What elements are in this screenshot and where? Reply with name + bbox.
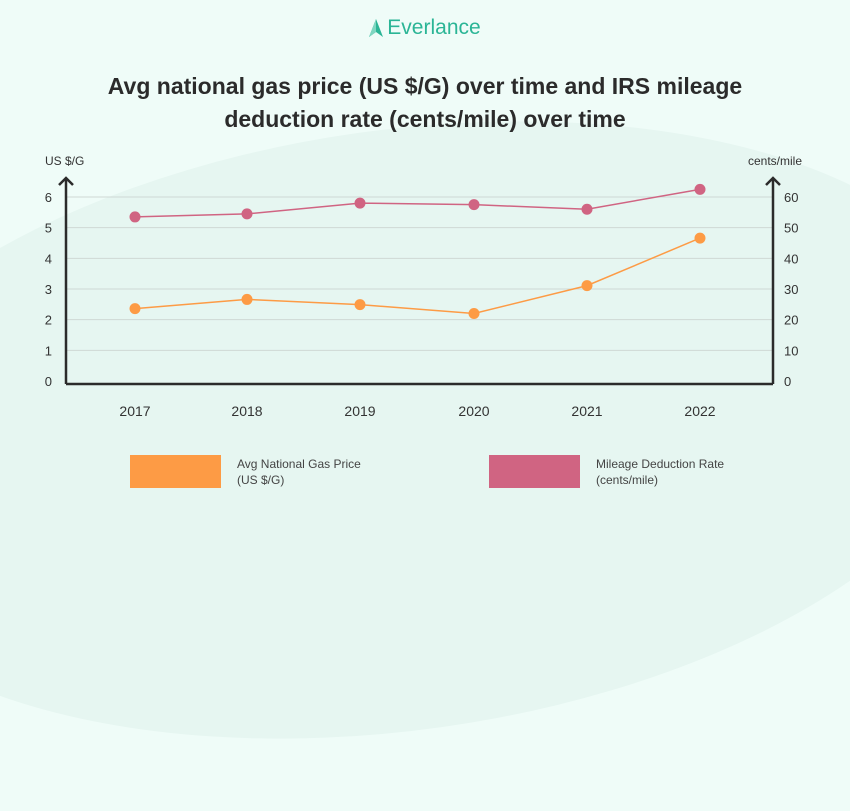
logo-text: Everlance: [387, 16, 481, 39]
data-point-0: [354, 299, 366, 311]
left-tick-label: 6: [45, 190, 52, 205]
data-point-0: [241, 293, 253, 305]
x-tick-label: 2022: [684, 403, 715, 419]
right-axis-label: cents/mile: [748, 154, 802, 168]
left-tick-label: 5: [45, 221, 52, 236]
data-point-1: [241, 208, 253, 220]
x-tick-label: 2021: [571, 403, 602, 419]
right-tick-label: 0: [784, 374, 791, 389]
right-axis-arrow-icon: [765, 176, 781, 186]
left-axis-label: US $/G: [45, 154, 84, 168]
left-tick-label: 3: [45, 282, 52, 297]
series-line-1: [134, 188, 701, 218]
legend-swatch-gas: [130, 455, 221, 488]
right-tick-label: 30: [784, 282, 798, 297]
everlance-logo: Everlance: [0, 16, 850, 40]
legend-sublabel-mileage: (cents/mile): [596, 473, 659, 487]
data-point-1: [581, 203, 593, 215]
right-tick-label: 20: [784, 313, 798, 328]
right-tick-label: 50: [784, 221, 798, 236]
x-tick-label: 2018: [231, 403, 262, 419]
legend-label-gas: Avg National Gas Price: [237, 457, 361, 471]
data-point-1: [468, 199, 480, 211]
legend-item-mileage: Mileage Deduction Rate (cents/mile): [489, 455, 724, 488]
left-axis-arrow-icon: [58, 176, 74, 186]
data-point-0: [581, 280, 593, 292]
right-tick-label: 60: [784, 190, 798, 205]
left-tick-label: 0: [45, 374, 52, 389]
left-tick-label: 4: [45, 251, 52, 266]
left-tick-label: 1: [45, 343, 52, 358]
left-tick-label: 2: [45, 313, 52, 328]
x-tick-label: 2017: [119, 403, 150, 419]
logo-icon: [369, 19, 384, 37]
data-point-1: [354, 197, 366, 209]
data-point-1: [694, 183, 706, 195]
right-tick-label: 40: [784, 251, 798, 266]
x-tick-label: 2019: [344, 403, 375, 419]
chart-title: Avg national gas price (US $/G) over tim…: [107, 73, 743, 132]
legend-sublabel-gas: (US $/G): [237, 473, 285, 487]
legend-label-mileage: Mileage Deduction Rate: [596, 457, 725, 471]
legend-swatch-mileage: [489, 455, 580, 488]
series-line-0: [134, 237, 701, 315]
x-tick-label: 2020: [458, 403, 489, 419]
data-point-0: [468, 308, 480, 320]
right-tick-label: 10: [784, 343, 798, 358]
data-point-1: [129, 211, 141, 223]
legend-item-gas: Avg National Gas Price (US $/G): [130, 455, 361, 488]
data-point-0: [129, 303, 141, 315]
data-point-0: [694, 232, 706, 244]
